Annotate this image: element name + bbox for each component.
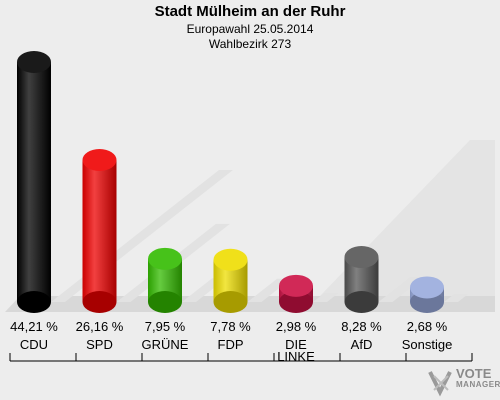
value-labels: 44,21 % 26,16 % 7,95 % 7,78 % 2,98 % 8,28 % 2,… bbox=[10, 319, 448, 334]
bar-shadow bbox=[313, 293, 339, 302]
bar-gr-ne bbox=[148, 247, 182, 313]
bar-afd bbox=[344, 246, 379, 313]
value-label: 7,95 % bbox=[145, 319, 186, 334]
bar-spd bbox=[82, 148, 117, 313]
bar-series bbox=[17, 51, 469, 313]
value-label: 2,98 % bbox=[276, 319, 317, 334]
brand-line-2: MANAGER bbox=[456, 380, 500, 389]
value-label: 26,16 % bbox=[76, 319, 124, 334]
bar-cdu bbox=[17, 51, 51, 313]
value-label: 8,28 % bbox=[341, 319, 382, 334]
category-label: FDP bbox=[218, 337, 244, 352]
value-label: 7,78 % bbox=[210, 319, 251, 334]
votemanager-logo-icon bbox=[428, 371, 452, 397]
category-label: CDU bbox=[20, 337, 48, 352]
bar-fdp bbox=[213, 248, 248, 313]
category-label: DIE LINKE bbox=[277, 337, 315, 364]
brand-line-1: VOTE bbox=[456, 366, 492, 381]
value-label: 44,21 % bbox=[10, 319, 58, 334]
category-label: GRÜNE bbox=[142, 337, 189, 352]
bar-shadow bbox=[444, 293, 469, 302]
bar-die-linke bbox=[279, 274, 313, 313]
value-label: 2,68 % bbox=[407, 319, 448, 334]
chart-subtitle-election: Europawahl 25.05.2014 bbox=[186, 22, 314, 36]
category-label: AfD bbox=[351, 337, 373, 352]
category-axis: CDU SPD GRÜNE FDP DIE LINKE AfD Sonstige bbox=[9, 337, 473, 364]
chart-subtitle-district: Wahlbezirk 273 bbox=[208, 37, 292, 51]
votemanager-brand: VOTE MANAGER bbox=[456, 366, 500, 390]
bar-sonstige bbox=[410, 276, 444, 313]
category-label: Sonstige bbox=[402, 337, 453, 352]
chart-title: Stadt Mülheim an der Ruhr bbox=[154, 3, 346, 20]
category-label: SPD bbox=[86, 337, 113, 352]
